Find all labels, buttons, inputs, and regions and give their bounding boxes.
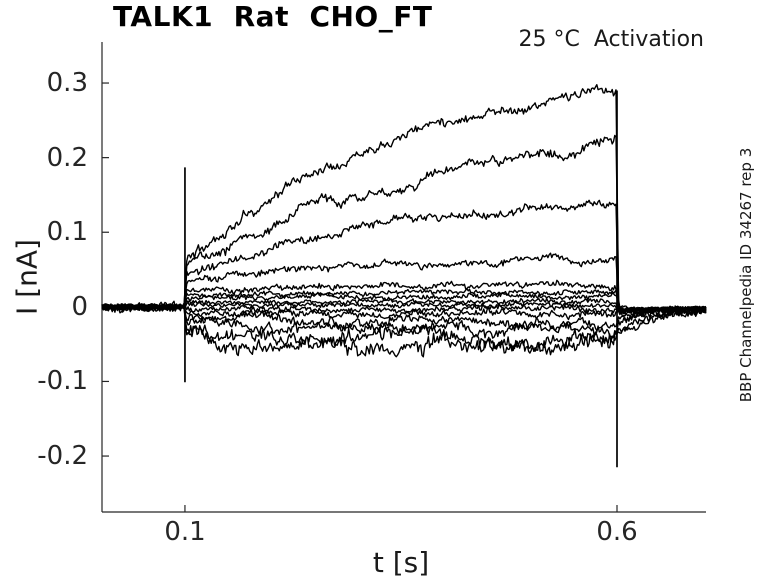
current-trace-sweep-06 [101,288,707,313]
current-trace-sweep-04 [101,252,707,313]
y-tick-label: 0.1 [46,217,88,247]
x-axis-label: t [s] [372,546,430,579]
current-trace-sweep-13 [101,303,707,339]
temperature-activation-annotation: 25 °C Activation [518,27,704,52]
current-trace-sweep-03 [101,199,707,315]
current-trace-sweep-15 [101,303,707,358]
current-trace-sweep-05 [101,279,707,316]
y-tick-label: -0.1 [37,366,88,396]
current-trace-sweep-07 [101,291,707,312]
x-tick-label: 0.1 [164,517,206,547]
y-tick-label: 0.3 [46,68,88,98]
y-tick-label: -0.2 [37,441,88,471]
current-trace-sweep-02 [101,134,707,316]
current-trace-sweep-09 [101,301,707,312]
y-axis-label: I [nA] [10,239,44,315]
current-trace-sweep-01 [101,83,707,318]
y-tick-label: 0 [71,292,88,322]
x-tick-label: 0.6 [596,517,638,547]
channelpedia-id-annotation: BBP Channelpedia ID 34267 rep 3 [737,147,755,403]
current-trace-sweep-08 [101,297,707,314]
current-trace-sweep-11 [101,303,707,321]
current-trace-sweep-10 [101,303,707,314]
chart-title: TALK1 Rat CHO_FT [113,0,433,33]
y-tick-label: 0.2 [46,143,88,173]
